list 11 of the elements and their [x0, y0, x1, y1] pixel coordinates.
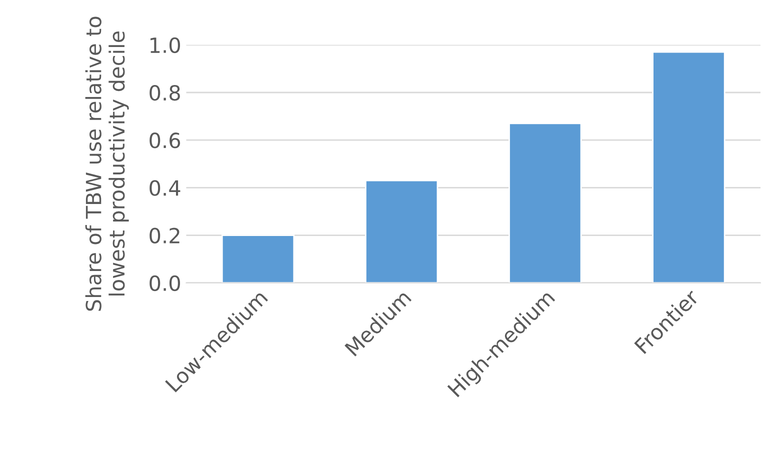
y-tick-label: 1.0 [150, 37, 180, 54]
y-tick-label: 0.8 [150, 84, 180, 101]
y-tick-label: 0.0 [150, 275, 180, 292]
bar [652, 51, 726, 283]
y-tick-label: 0.6 [150, 132, 180, 148]
bar [221, 234, 295, 283]
y-tick-label: 0.2 [150, 228, 180, 244]
y-tick-label: 0.4 [150, 180, 180, 196]
bar [364, 180, 438, 283]
bar [508, 122, 582, 283]
y-axis-title: Share of TBW use relative to lowest productivity decile [85, 16, 129, 311]
